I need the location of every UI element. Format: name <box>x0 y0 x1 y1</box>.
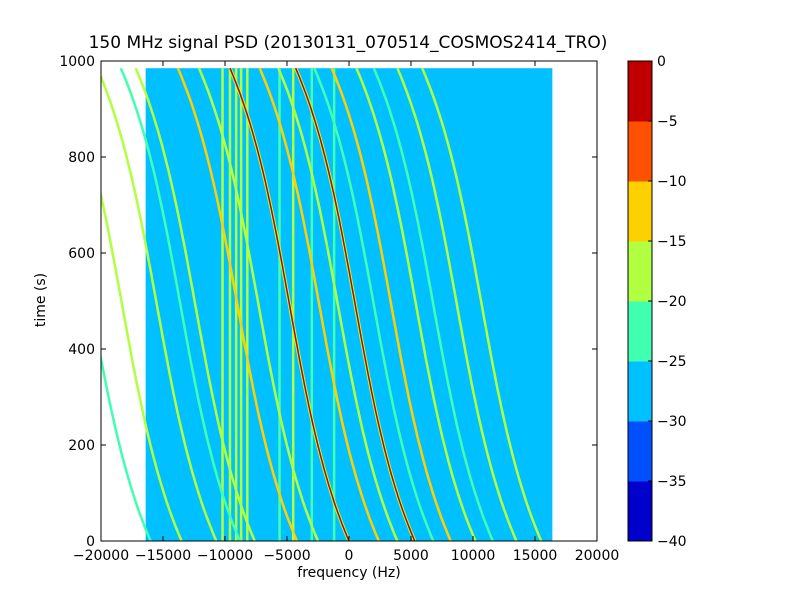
x-tick-label-5: 5000 <box>393 548 429 564</box>
doppler-track-1 <box>295 67 416 541</box>
colorbar-tick-label-1: −35 <box>657 474 687 490</box>
x-axis: −20000 −15000 −10000 −5000 0 5000 10000 15000 20… <box>73 61 619 564</box>
colorbar-band-2 <box>628 361 652 422</box>
doppler-track-11 <box>421 67 543 541</box>
y-tick-label-5: 1000 <box>59 54 95 70</box>
y-tick-label-3: 600 <box>68 246 95 262</box>
colorbar-tick-label-7: −5 <box>657 114 678 130</box>
colorbar-band-6 <box>628 121 652 182</box>
colorbar-band-4 <box>628 241 652 302</box>
doppler-track-9 <box>101 73 218 541</box>
colorbar-band-0 <box>628 481 652 542</box>
colorbar-band-3 <box>628 301 652 362</box>
x-tick-label-4: 0 <box>345 548 354 564</box>
doppler-track-15 <box>372 67 494 541</box>
doppler-track-6 <box>197 67 320 541</box>
doppler-track-16 <box>119 67 242 541</box>
colorbar-tick-label-5: −15 <box>657 234 687 250</box>
doppler-track-10 <box>396 67 518 541</box>
y-tick-label-1: 200 <box>68 438 95 454</box>
doppler-track-8 <box>355 67 477 541</box>
x-tick-label-0: −20000 <box>73 548 129 564</box>
y-axis: 0 200 400 600 800 1000 <box>59 54 597 550</box>
colorbar-tick-label-3: −25 <box>657 354 687 370</box>
doppler-track-7 <box>277 67 399 541</box>
doppler-track-12 <box>101 189 183 541</box>
x-axis-label: frequency (Hz) <box>297 565 400 581</box>
doppler-track-0 <box>229 67 350 541</box>
chart-title: 150 MHz signal PSD (20130131_070514_COSM… <box>89 33 608 53</box>
colorbar-tick-label-2: −30 <box>657 414 687 430</box>
y-tick-label-0: 0 <box>86 534 95 550</box>
doppler-track-4 <box>330 67 452 541</box>
heatmap-plot: −20000 −15000 −10000 −5000 0 5000 10000 15000 20… <box>59 54 619 564</box>
doppler-track-14 <box>101 352 152 541</box>
x-tick-label-3: −5000 <box>263 548 310 564</box>
y-tick-label-2: 400 <box>68 342 95 358</box>
x-tick-label-6: 10000 <box>451 548 496 564</box>
colorbar-tick-label-0: −40 <box>657 534 687 550</box>
doppler-track-13 <box>313 67 435 541</box>
plot-frame <box>100 60 598 542</box>
x-tick-label-1: −15000 <box>135 548 191 564</box>
doppler-track-2 <box>176 67 299 541</box>
x-tick-label-8: 20000 <box>575 548 620 564</box>
doppler-track-5 <box>134 67 256 541</box>
doppler-track-3 <box>258 67 380 541</box>
colorbar-band-7 <box>628 61 652 122</box>
y-tick-label-4: 800 <box>68 150 95 166</box>
x-tick-label-7: 15000 <box>513 548 558 564</box>
y-axis-label: time (s) <box>33 273 49 327</box>
colorbar-tick-label-6: −10 <box>657 174 687 190</box>
colorbar-band-1 <box>628 421 652 482</box>
x-tick-label-2: −10000 <box>197 548 253 564</box>
colorbar-tick-label-8: 0 <box>657 54 666 70</box>
colorbar-tick-label-4: −20 <box>657 294 687 310</box>
colorbar: −40 −35 −30 −25 −20 −15 −10 −5 0 <box>627 54 687 550</box>
colorbar-band-5 <box>628 181 652 242</box>
